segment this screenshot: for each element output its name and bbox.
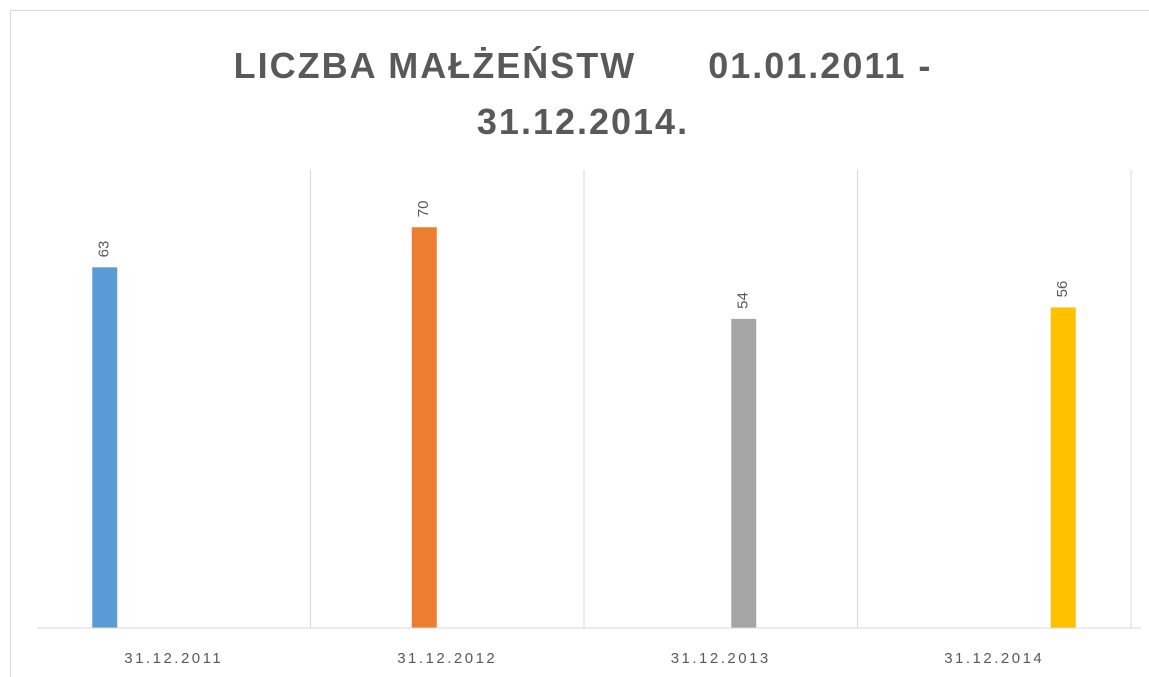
bar [1050, 307, 1076, 628]
bar [92, 267, 118, 628]
chart-border [10, 10, 1149, 677]
x-tick-label: 31.12.2013 [671, 650, 771, 667]
x-tick-label: 31.12.2014 [944, 650, 1044, 667]
data-label: 56 [1054, 281, 1071, 298]
x-tick-label: 31.12.2011 [124, 650, 223, 667]
data-label: 54 [735, 292, 752, 309]
bar [411, 227, 437, 628]
bar [731, 318, 757, 628]
x-tick-label: 31.12.2012 [397, 650, 497, 667]
data-label: 70 [415, 201, 432, 218]
chart-title: LICZBA MAŁŻEŃSTW 01.01.2011 - 31.12.2014… [233, 45, 945, 142]
data-label: 63 [96, 241, 113, 258]
